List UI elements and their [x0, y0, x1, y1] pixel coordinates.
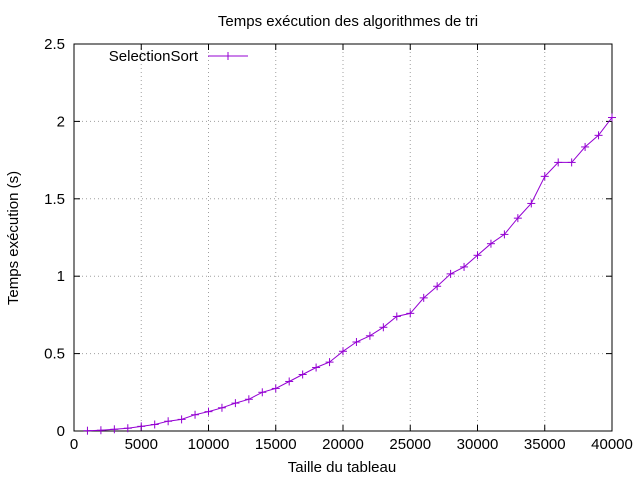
- x-tick-label: 0: [70, 436, 78, 453]
- legend-plus-marker: [224, 52, 232, 60]
- data-point: [150, 420, 159, 429]
- data-point: [231, 399, 240, 408]
- x-tick-label: 15000: [255, 436, 297, 453]
- data-point: [339, 347, 347, 356]
- y-tick-label: 1: [57, 268, 65, 285]
- axis-ticks: [73, 43, 613, 432]
- x-tick-label: 5000: [125, 436, 158, 453]
- data-point: [137, 422, 146, 431]
- data-point: [608, 113, 616, 122]
- data-point: [500, 230, 509, 239]
- data-point: [486, 239, 495, 248]
- data-point: [298, 370, 307, 379]
- data-point: [123, 424, 132, 433]
- data-point: [83, 426, 92, 435]
- data-point: [379, 323, 388, 332]
- data-point: [540, 172, 549, 181]
- data-point: [312, 363, 321, 372]
- series-line-selectionsort: [87, 117, 613, 432]
- data-point: [244, 395, 253, 404]
- x-tick-label: 35000: [524, 436, 566, 453]
- data-point: [191, 410, 200, 419]
- x-tick-label: 30000: [457, 436, 499, 453]
- x-tick-label: 40000: [591, 436, 633, 453]
- y-tick-label: 2.5: [44, 36, 65, 53]
- series-layer: [83, 113, 616, 435]
- y-tick-labels: 0 0.5 1 1.5 2 2.5: [44, 36, 65, 440]
- data-point: [473, 251, 482, 260]
- data-point: [460, 262, 469, 271]
- x-tick-labels: 0 5000 10000 15000 20000 25000 30000 35000 40000: [70, 436, 633, 453]
- data-point: [513, 214, 522, 223]
- data-point: [567, 158, 576, 167]
- y-tick-label: 0: [57, 423, 65, 440]
- y-tick-label: 2: [57, 113, 65, 130]
- data-point: [554, 158, 563, 167]
- data-point: [433, 282, 442, 291]
- legend-marker: [224, 52, 232, 60]
- data-point: [285, 377, 294, 386]
- y-tick-label: 0.5: [44, 346, 65, 363]
- data-point: [527, 199, 536, 208]
- data-point: [594, 131, 603, 140]
- data-point: [581, 142, 590, 151]
- y-axis-label: Temps exécution (s): [5, 171, 22, 305]
- x-axis-label: Taille du tableau: [288, 459, 396, 476]
- x-tick-label: 25000: [389, 436, 431, 453]
- data-point: [204, 407, 213, 416]
- data-point: [365, 331, 374, 340]
- data-point: [96, 426, 105, 435]
- data-point: [352, 337, 361, 346]
- data-point: [258, 388, 267, 397]
- data-point: [419, 293, 428, 302]
- data-point: [177, 415, 186, 424]
- data-point: [392, 312, 401, 321]
- data-point: [110, 425, 119, 434]
- legend: SelectionSort: [109, 48, 248, 65]
- data-point: [271, 384, 280, 393]
- legend-label-selectionsort: SelectionSort: [109, 48, 199, 65]
- x-tick-label: 20000: [322, 436, 364, 453]
- data-point: [325, 358, 334, 367]
- grid: [74, 44, 612, 431]
- data-point: [406, 309, 415, 318]
- x-tick-label: 10000: [188, 436, 230, 453]
- y-tick-label: 1.5: [44, 191, 65, 208]
- data-point: [446, 269, 455, 278]
- data-point: [164, 417, 173, 426]
- data-point: [217, 403, 226, 412]
- chart-title: Temps exécution des algorithmes de tri: [218, 13, 478, 30]
